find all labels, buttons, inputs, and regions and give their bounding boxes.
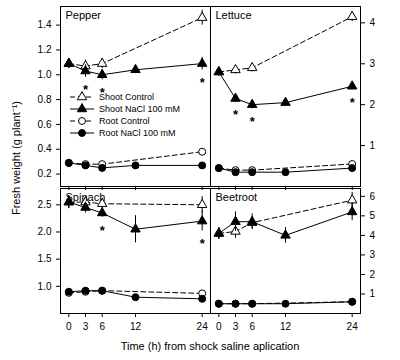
svg-text:0.6: 0.6 (38, 119, 52, 130)
svg-text:0.4: 0.4 (38, 143, 52, 154)
svg-text:Shoot Control: Shoot Control (99, 92, 154, 102)
svg-text:0.8: 0.8 (38, 94, 52, 105)
svg-text:0: 0 (216, 321, 222, 332)
svg-text:2: 2 (370, 99, 376, 110)
svg-text:3: 3 (370, 58, 376, 69)
svg-text:24: 24 (347, 321, 359, 332)
svg-text:12: 12 (280, 321, 292, 332)
svg-text:*: * (250, 114, 256, 129)
svg-text:3: 3 (233, 321, 239, 332)
svg-text:3: 3 (83, 321, 89, 332)
svg-text:6: 6 (249, 321, 255, 332)
svg-text:Lettuce: Lettuce (216, 9, 252, 21)
svg-text:1.0: 1.0 (38, 69, 52, 80)
svg-text:*: * (233, 107, 239, 122)
svg-text:0: 0 (66, 321, 72, 332)
svg-text:3: 3 (370, 249, 376, 260)
svg-text:2.5: 2.5 (38, 199, 52, 210)
svg-text:6: 6 (370, 191, 376, 202)
svg-text:2: 2 (370, 269, 376, 280)
svg-text:1.4: 1.4 (38, 19, 52, 30)
svg-text:6: 6 (99, 321, 105, 332)
svg-text:1.5: 1.5 (38, 253, 52, 264)
svg-text:5: 5 (370, 210, 376, 221)
svg-text:Root Control: Root Control (99, 116, 150, 126)
svg-text:2.0: 2.0 (38, 226, 52, 237)
svg-text:1: 1 (370, 288, 376, 299)
html-text:Time (h) from shock saline apl: Time (h) from shock saline aplication (120, 340, 300, 352)
svg-text:Root NaCl 100 mM: Root NaCl 100 mM (99, 128, 176, 138)
svg-text:1: 1 (370, 140, 376, 151)
svg-text:0.2: 0.2 (38, 168, 52, 179)
svg-text:Beetroot: Beetroot (216, 191, 258, 203)
svg-text:*: * (350, 95, 356, 110)
svg-text:*: * (200, 236, 206, 251)
svg-text:*: * (200, 75, 206, 90)
svg-text:Shoot NaCl 100 mM: Shoot NaCl 100 mM (99, 104, 180, 114)
html-text:Fresh weight (g plant⁻¹): Fresh weight (g plant⁻¹) (10, 101, 22, 215)
svg-text:4: 4 (370, 17, 376, 28)
svg-text:1.2: 1.2 (38, 44, 52, 55)
svg-text:Spinach: Spinach (66, 191, 106, 203)
svg-text:Pepper: Pepper (66, 9, 102, 21)
svg-text:*: * (100, 223, 106, 238)
svg-text:12: 12 (130, 321, 142, 332)
svg-text:4: 4 (370, 230, 376, 241)
svg-text:1.0: 1.0 (38, 281, 52, 292)
svg-text:24: 24 (197, 321, 209, 332)
